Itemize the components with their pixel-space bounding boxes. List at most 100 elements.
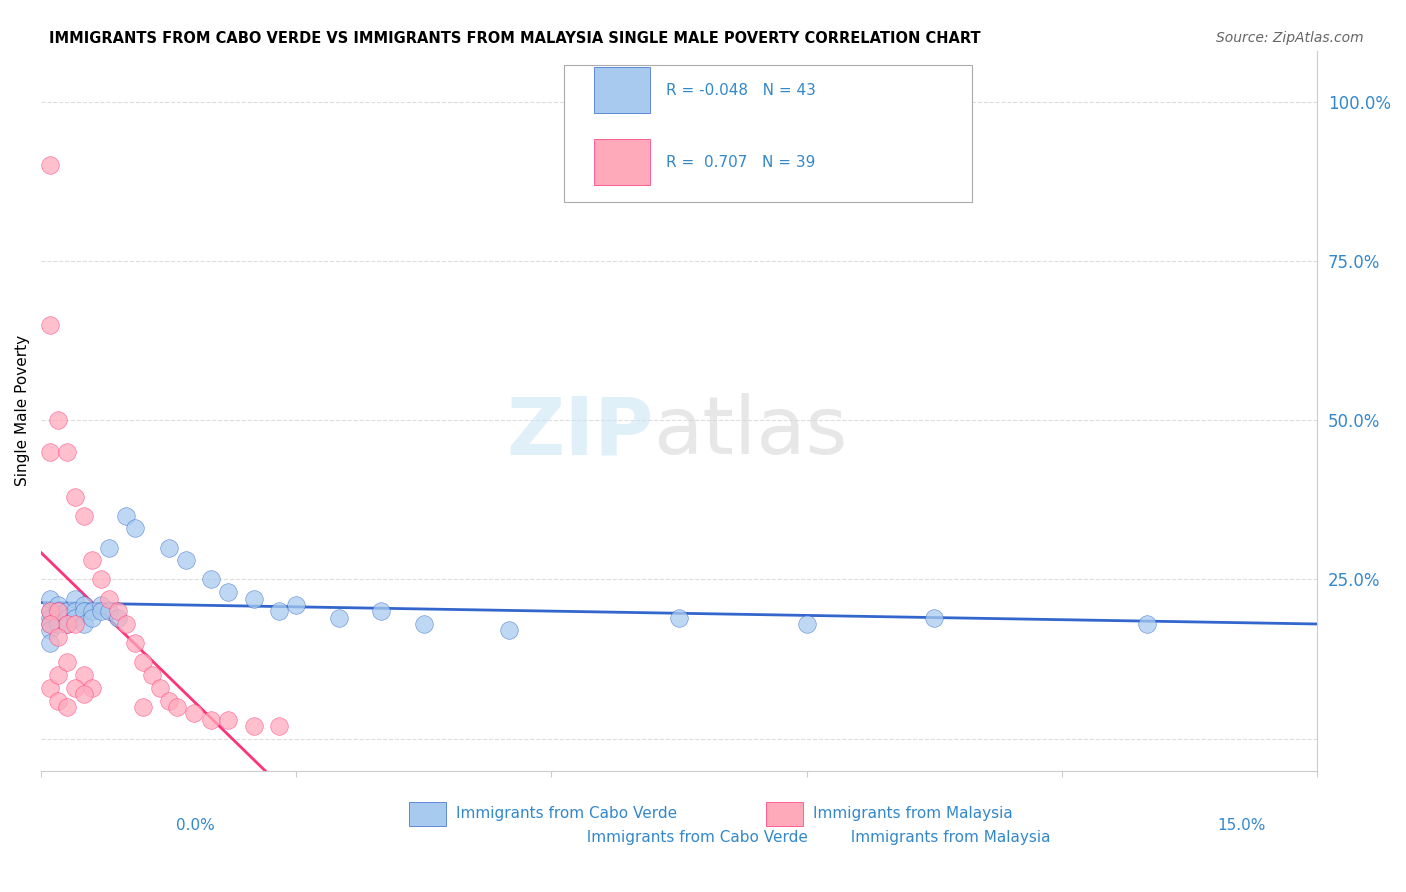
Point bbox=[115, 508, 138, 523]
Point bbox=[72, 604, 94, 618]
Point bbox=[55, 604, 77, 618]
Point bbox=[285, 598, 308, 612]
Point bbox=[55, 699, 77, 714]
Point bbox=[46, 630, 69, 644]
Point bbox=[200, 573, 222, 587]
Point bbox=[38, 681, 60, 695]
Point bbox=[370, 604, 392, 618]
Point bbox=[82, 604, 104, 618]
Text: IMMIGRANTS FROM CABO VERDE VS IMMIGRANTS FROM MALAYSIA SINGLE MALE POVERTY CORRE: IMMIGRANTS FROM CABO VERDE VS IMMIGRANTS… bbox=[49, 31, 981, 46]
Point bbox=[132, 699, 155, 714]
Point bbox=[38, 604, 60, 618]
Point bbox=[46, 598, 69, 612]
Point bbox=[98, 541, 121, 555]
Text: R = -0.048   N = 43: R = -0.048 N = 43 bbox=[666, 83, 815, 98]
Point bbox=[124, 521, 146, 535]
Point bbox=[174, 553, 197, 567]
Text: R =  0.707   N = 39: R = 0.707 N = 39 bbox=[666, 155, 815, 169]
Point bbox=[55, 617, 77, 632]
Point bbox=[141, 668, 163, 682]
Point bbox=[38, 318, 60, 332]
Point bbox=[63, 610, 86, 624]
Point bbox=[46, 610, 69, 624]
Point bbox=[63, 681, 86, 695]
Point bbox=[72, 668, 94, 682]
Point bbox=[98, 591, 121, 606]
Point bbox=[46, 413, 69, 427]
Point bbox=[55, 655, 77, 669]
Point bbox=[149, 681, 172, 695]
Point bbox=[166, 699, 188, 714]
Point bbox=[38, 591, 60, 606]
Text: atlas: atlas bbox=[654, 393, 848, 471]
Point bbox=[46, 604, 69, 618]
Point bbox=[328, 610, 350, 624]
FancyBboxPatch shape bbox=[409, 802, 446, 826]
Point bbox=[38, 610, 60, 624]
FancyBboxPatch shape bbox=[564, 65, 973, 202]
Point bbox=[63, 617, 86, 632]
Text: 0.0%: 0.0% bbox=[176, 818, 215, 832]
Point bbox=[269, 604, 291, 618]
Point bbox=[498, 624, 520, 638]
Text: Immigrants from Malaysia: Immigrants from Malaysia bbox=[813, 806, 1012, 822]
Point bbox=[46, 668, 69, 682]
FancyBboxPatch shape bbox=[593, 139, 650, 186]
Point bbox=[46, 617, 69, 632]
Point bbox=[1136, 617, 1159, 632]
Point bbox=[38, 604, 60, 618]
Text: Source: ZipAtlas.com: Source: ZipAtlas.com bbox=[1216, 31, 1364, 45]
Point bbox=[82, 610, 104, 624]
Point bbox=[217, 585, 239, 599]
Point bbox=[55, 445, 77, 459]
Point bbox=[217, 713, 239, 727]
Point bbox=[107, 610, 129, 624]
Point bbox=[38, 617, 60, 632]
Point bbox=[55, 617, 77, 632]
Point bbox=[200, 713, 222, 727]
Text: Immigrants from Malaysia: Immigrants from Malaysia bbox=[841, 830, 1050, 845]
Point bbox=[157, 541, 180, 555]
Point bbox=[115, 617, 138, 632]
Point bbox=[82, 681, 104, 695]
Point bbox=[55, 610, 77, 624]
Point bbox=[412, 617, 434, 632]
Point bbox=[72, 508, 94, 523]
FancyBboxPatch shape bbox=[593, 67, 650, 113]
Point bbox=[72, 687, 94, 701]
Text: ZIP: ZIP bbox=[506, 393, 654, 471]
Point bbox=[38, 158, 60, 172]
Point bbox=[124, 636, 146, 650]
Point bbox=[38, 624, 60, 638]
Text: Immigrants from Cabo Verde: Immigrants from Cabo Verde bbox=[456, 806, 676, 822]
Point bbox=[132, 655, 155, 669]
Point bbox=[82, 553, 104, 567]
Point bbox=[72, 617, 94, 632]
Point bbox=[157, 693, 180, 707]
Point bbox=[242, 591, 264, 606]
Point bbox=[38, 617, 60, 632]
Point bbox=[72, 598, 94, 612]
Point bbox=[922, 610, 945, 624]
Point bbox=[796, 617, 818, 632]
Point bbox=[90, 604, 112, 618]
Y-axis label: Single Male Poverty: Single Male Poverty bbox=[15, 335, 30, 486]
Point bbox=[668, 610, 690, 624]
Point bbox=[38, 445, 60, 459]
Point bbox=[107, 604, 129, 618]
Point bbox=[242, 719, 264, 733]
Point bbox=[63, 604, 86, 618]
Text: Immigrants from Cabo Verde: Immigrants from Cabo Verde bbox=[576, 830, 808, 845]
Point bbox=[63, 490, 86, 504]
Point bbox=[46, 604, 69, 618]
Text: 15.0%: 15.0% bbox=[1218, 818, 1265, 832]
Point bbox=[98, 604, 121, 618]
Point bbox=[38, 636, 60, 650]
Point bbox=[183, 706, 205, 721]
FancyBboxPatch shape bbox=[766, 802, 803, 826]
Point bbox=[269, 719, 291, 733]
Point bbox=[63, 591, 86, 606]
Point bbox=[46, 693, 69, 707]
Point bbox=[90, 573, 112, 587]
Point bbox=[90, 598, 112, 612]
